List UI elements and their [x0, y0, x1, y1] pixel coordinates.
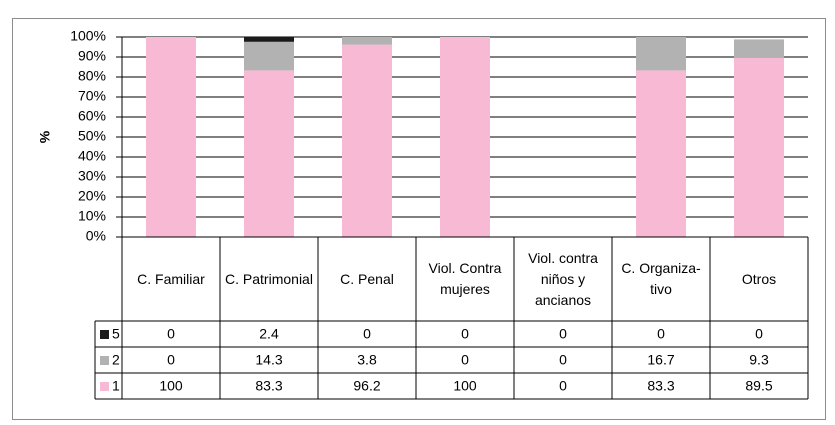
y-tick-label: 80% [78, 68, 106, 84]
bar-segment [146, 37, 196, 237]
bar-segment [244, 70, 294, 238]
bar-segment [440, 37, 490, 237]
table-value: 0 [167, 352, 175, 368]
x-tick-label: C. Familiar [137, 270, 205, 287]
table-value: 0 [461, 326, 469, 342]
table-value: 0 [755, 326, 763, 342]
bar-segment [342, 44, 392, 237]
bar-segment [244, 37, 294, 42]
y-tick-label: 0% [86, 228, 106, 244]
table-value: 9.3 [749, 352, 769, 368]
y-axis-label: % [37, 130, 53, 143]
bar-segment [734, 39, 784, 58]
table-value: 0 [363, 326, 371, 342]
table-value: 100 [453, 378, 477, 394]
legend-label: 2 [112, 352, 120, 368]
legend-key [100, 330, 109, 339]
bar-segment [244, 41, 294, 71]
x-tick-label: C. Patrimonial [225, 270, 313, 287]
table-value: 89.5 [745, 378, 772, 394]
table-value: 0 [461, 352, 469, 368]
legend-key [100, 356, 109, 365]
y-tick-label: 50% [78, 128, 106, 144]
table-value: 0 [559, 326, 567, 342]
table-value: 16.7 [647, 352, 674, 368]
bar-segment [636, 70, 686, 238]
table-value: 0 [559, 352, 567, 368]
table-value: 0 [657, 326, 665, 342]
table-value: 0 [167, 326, 175, 342]
x-tick-label: Viol. contra niños y ancianos [528, 249, 598, 308]
y-tick-label: 90% [78, 48, 106, 64]
y-tick-label: 70% [78, 88, 106, 104]
table-value: 83.3 [255, 378, 282, 394]
y-tick-label: 10% [78, 208, 106, 224]
table-value: 96.2 [353, 378, 380, 394]
bar-segment [734, 58, 784, 237]
x-tick-label: Viol. Contra mujeres [428, 260, 502, 297]
legend-label: 5 [112, 326, 120, 342]
y-tick-label: 20% [78, 188, 106, 204]
category-cell: C. Patrimonial [225, 270, 313, 287]
category-cell: C. Familiar [137, 270, 205, 287]
category-cell: C. Penal [340, 270, 394, 287]
y-tick-label: 60% [78, 108, 106, 124]
category-cell: Viol. contra niños y ancianos [528, 249, 598, 308]
category-cell: C. Organiza-tivo [621, 260, 701, 297]
legend-label: 1 [112, 378, 120, 394]
x-tick-label: C. Organiza-tivo [621, 260, 701, 297]
y-tick-label: 30% [78, 168, 106, 184]
x-tick-label: Otros [741, 270, 777, 287]
table-value: 3.8 [357, 352, 377, 368]
table-value: 0 [559, 378, 567, 394]
table-value: 83.3 [647, 378, 674, 394]
bar-segment [636, 37, 686, 71]
category-cell: Otros [741, 270, 777, 287]
category-cell: Viol. Contra mujeres [428, 260, 502, 297]
y-tick-label: 100% [70, 28, 106, 44]
bar-segment [342, 37, 392, 45]
legend-key [100, 382, 109, 391]
chart-border [12, 18, 826, 420]
table-value: 2.4 [259, 326, 279, 342]
table-value: 14.3 [255, 352, 282, 368]
x-tick-label: C. Penal [340, 270, 394, 287]
table-value: 100 [159, 378, 183, 394]
y-tick-label: 40% [78, 148, 106, 164]
